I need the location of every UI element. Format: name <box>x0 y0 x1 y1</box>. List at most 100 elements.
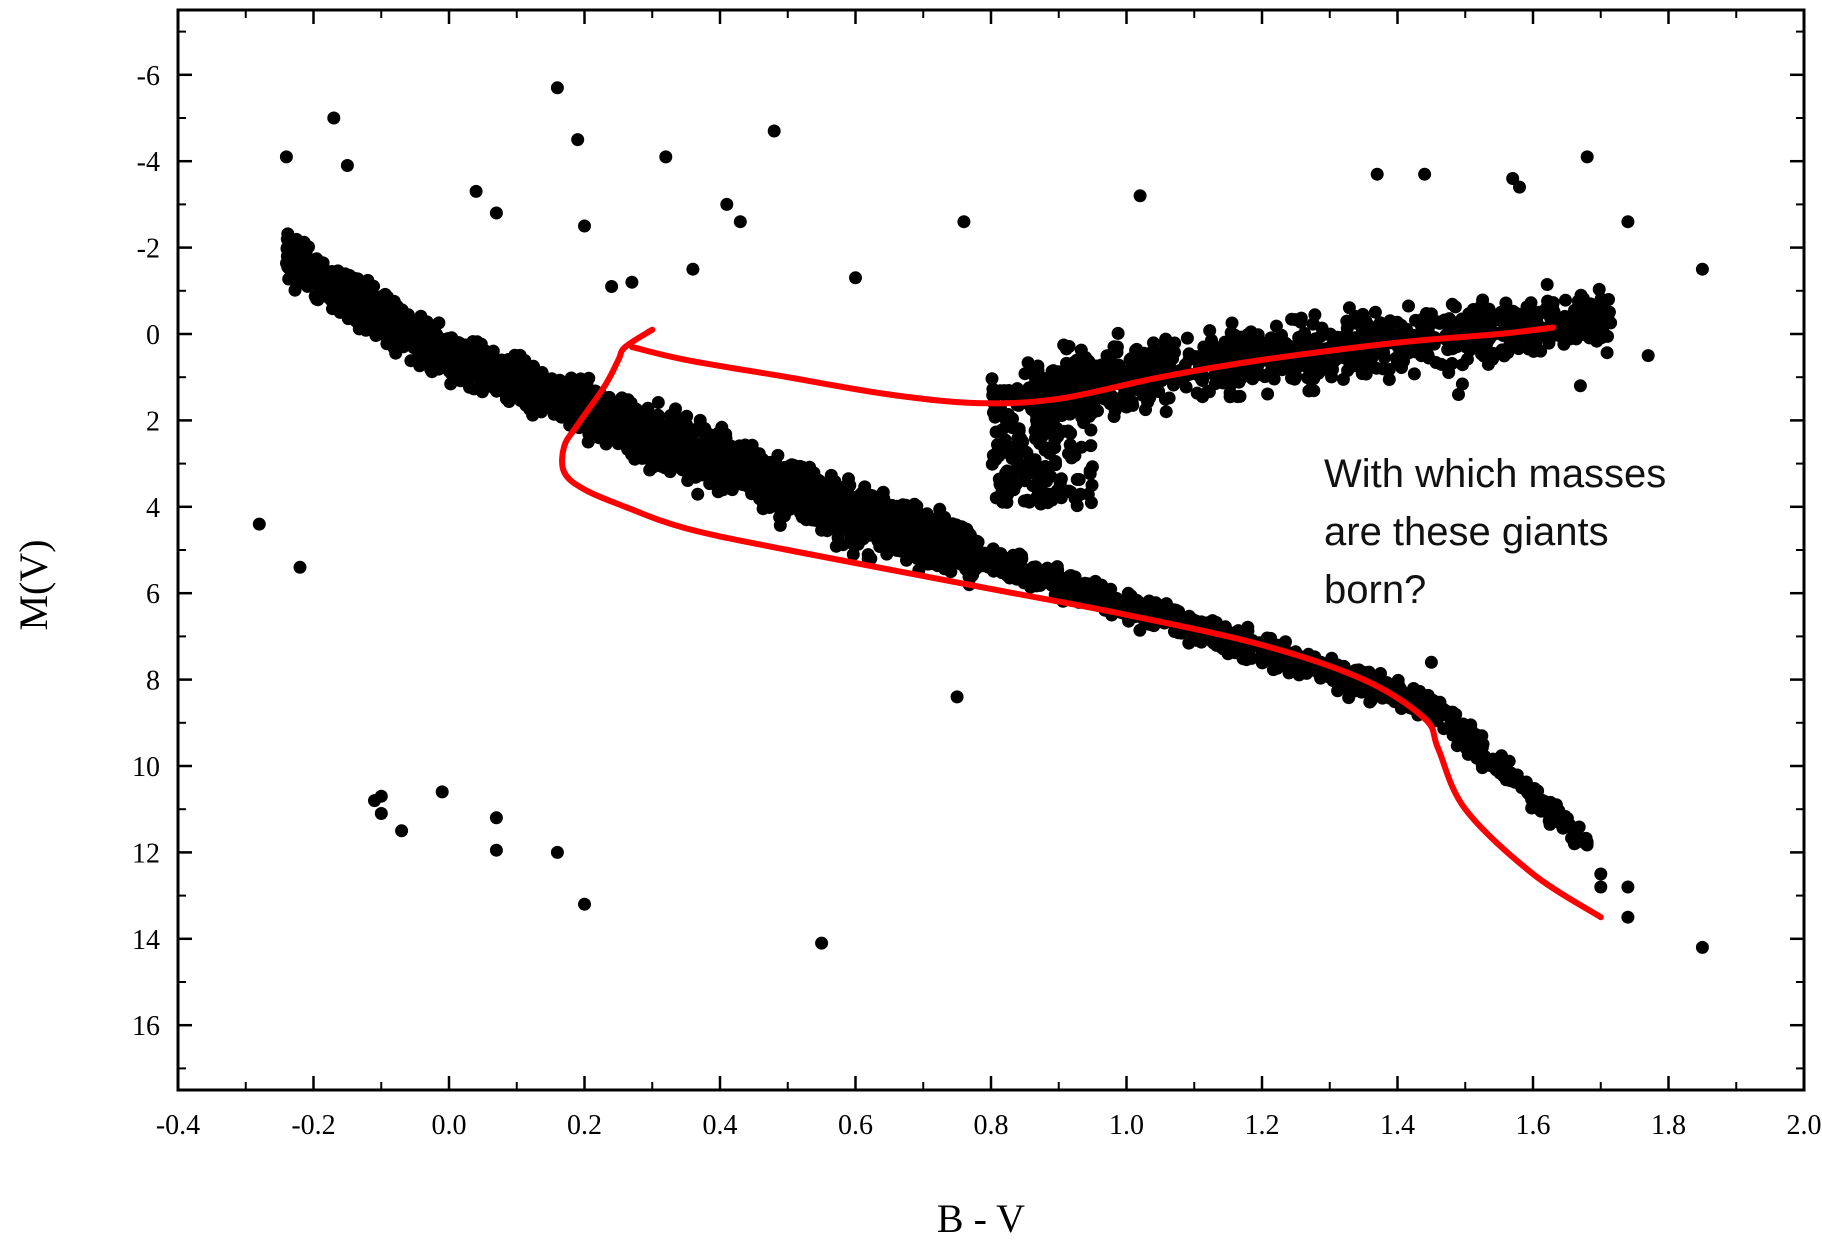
x-tick-label: 0.8 <box>974 1110 1009 1141</box>
star-point <box>1020 446 1034 460</box>
star-point <box>995 423 1009 437</box>
star-point <box>1641 349 1655 363</box>
star-point <box>1336 372 1350 386</box>
star-point <box>1580 150 1594 164</box>
star-point <box>1085 478 1099 492</box>
star-point <box>1546 814 1560 828</box>
star-point <box>906 543 920 557</box>
star-point <box>1158 392 1172 406</box>
star-point <box>1025 456 1038 470</box>
star-point <box>763 455 777 469</box>
star-point <box>436 348 450 362</box>
star-point <box>1253 338 1267 352</box>
star-point <box>827 500 840 514</box>
star-point <box>1401 343 1415 357</box>
star-point <box>1110 340 1124 354</box>
y-tick-label: -2 <box>137 234 160 265</box>
star-point <box>1170 608 1184 622</box>
star-point <box>1230 342 1244 356</box>
star-point <box>529 385 543 399</box>
star-point <box>1017 494 1031 508</box>
star-point <box>469 337 483 351</box>
star-point <box>1407 682 1421 695</box>
star-point <box>1530 313 1544 327</box>
star-point <box>395 824 409 838</box>
y-tick-label: 14 <box>132 925 160 956</box>
x-tick-label: 1.0 <box>1109 1110 1144 1141</box>
star-point <box>389 305 403 319</box>
star-point <box>767 124 781 138</box>
star-point <box>1424 655 1438 669</box>
star-point <box>705 469 719 483</box>
star-point <box>1594 867 1608 881</box>
star-point <box>398 325 412 339</box>
star-point <box>1218 620 1232 634</box>
star-point <box>1061 367 1075 381</box>
star-point <box>1190 386 1204 400</box>
star-point <box>700 432 714 446</box>
star-point <box>602 433 615 447</box>
star-point <box>857 492 871 506</box>
star-point <box>348 274 362 288</box>
star-point <box>846 547 860 561</box>
star-point <box>516 386 530 400</box>
star-point <box>1032 370 1046 384</box>
star-point <box>467 382 481 396</box>
star-point <box>1021 356 1035 370</box>
star-point <box>1461 747 1475 761</box>
star-point <box>467 356 481 370</box>
star-point <box>1437 706 1451 720</box>
star-point <box>1592 282 1606 296</box>
star-point <box>642 417 656 431</box>
star-point <box>1419 326 1433 340</box>
star-point <box>1578 311 1592 325</box>
star-point <box>519 398 533 412</box>
star-point <box>1180 331 1194 345</box>
star-point <box>422 324 436 338</box>
star-point <box>1159 597 1173 611</box>
star-point <box>1054 472 1068 486</box>
y-tick-label: 16 <box>132 1011 160 1042</box>
star-point <box>1567 313 1581 327</box>
star-point <box>490 381 504 395</box>
star-point <box>732 453 746 467</box>
star-point <box>1434 357 1448 371</box>
star-point <box>815 936 829 950</box>
star-point <box>1028 574 1042 588</box>
star-point <box>1064 426 1078 440</box>
star-point <box>704 452 718 466</box>
star-point <box>1565 831 1579 845</box>
star-point <box>651 396 665 409</box>
star-point <box>1029 432 1042 445</box>
star-point <box>1577 301 1591 315</box>
star-point <box>1102 374 1116 388</box>
star-point <box>1234 646 1248 660</box>
isochrone-layer <box>559 324 1604 921</box>
star-point <box>694 456 708 469</box>
star-point <box>711 485 725 499</box>
star-point <box>1159 337 1173 351</box>
star-point <box>1444 338 1458 352</box>
star-point <box>1255 647 1269 661</box>
star-point <box>1083 359 1097 372</box>
star-point <box>340 159 354 172</box>
star-point <box>279 150 293 164</box>
star-point <box>1224 326 1238 340</box>
star-point <box>359 323 373 337</box>
star-point <box>624 400 638 414</box>
star-point <box>301 256 315 270</box>
star-point <box>1341 677 1355 691</box>
star-point <box>1214 636 1228 650</box>
star-point <box>324 287 338 301</box>
y-tick-label: 2 <box>146 406 160 437</box>
star-point <box>849 271 862 285</box>
star-point <box>373 303 387 317</box>
star-point <box>1573 379 1587 393</box>
star-point <box>1520 310 1534 324</box>
star-point <box>1062 447 1075 461</box>
star-point <box>829 539 843 553</box>
star-point <box>1534 344 1548 358</box>
star-point <box>1202 385 1216 399</box>
